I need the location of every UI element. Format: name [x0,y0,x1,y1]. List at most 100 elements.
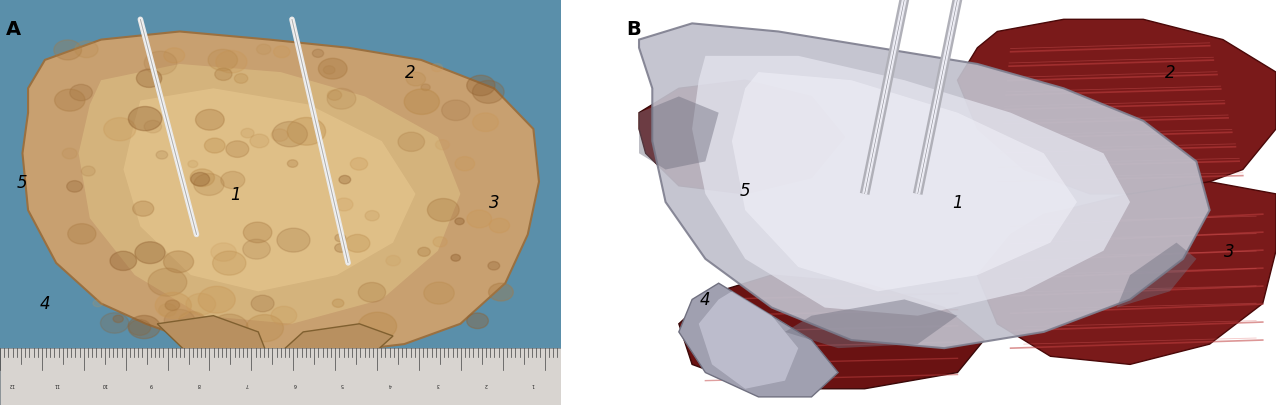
Polygon shape [639,97,718,170]
Polygon shape [639,81,845,194]
Circle shape [467,313,489,329]
Circle shape [251,296,274,312]
Circle shape [441,101,470,121]
Circle shape [467,211,491,228]
Text: 5: 5 [341,381,345,386]
Text: A: A [5,20,20,39]
Text: 4: 4 [701,291,711,309]
Circle shape [144,52,177,76]
Circle shape [351,158,367,171]
Text: 3: 3 [1224,242,1235,260]
Circle shape [406,73,425,87]
Polygon shape [124,89,416,292]
Polygon shape [785,300,957,348]
Circle shape [54,41,82,61]
Circle shape [244,223,272,243]
Circle shape [68,224,96,245]
Polygon shape [692,57,1131,316]
Circle shape [332,299,343,307]
Circle shape [489,284,513,301]
Circle shape [186,294,216,315]
Polygon shape [23,32,538,352]
Polygon shape [79,65,461,324]
Polygon shape [732,73,1077,292]
Circle shape [163,251,194,273]
Circle shape [204,139,225,153]
Circle shape [211,243,236,262]
Circle shape [319,59,347,80]
Text: 7: 7 [245,381,249,386]
Circle shape [345,235,370,253]
Circle shape [385,256,401,266]
Circle shape [421,85,430,92]
Circle shape [273,47,290,59]
Text: 5: 5 [740,181,750,199]
Circle shape [214,69,232,81]
Polygon shape [639,24,1210,348]
Circle shape [103,118,135,141]
Circle shape [195,110,225,131]
Circle shape [188,161,198,168]
Circle shape [328,91,342,101]
Circle shape [135,242,165,264]
Circle shape [271,130,288,142]
Circle shape [216,51,248,74]
Text: 4: 4 [389,381,392,386]
Circle shape [158,304,176,317]
Circle shape [208,50,237,72]
Circle shape [55,90,85,112]
Text: 1: 1 [532,381,535,386]
Circle shape [435,141,449,150]
Circle shape [241,129,254,139]
Circle shape [487,262,500,271]
Circle shape [128,315,161,339]
Circle shape [211,314,248,341]
Circle shape [287,160,297,168]
Text: 9: 9 [151,381,153,386]
Text: 5: 5 [17,173,28,191]
Text: 6: 6 [293,381,296,386]
Circle shape [156,151,167,160]
Circle shape [194,174,225,196]
Text: 4: 4 [40,295,50,313]
Circle shape [472,81,504,104]
Bar [0,348,561,405]
Circle shape [179,312,205,332]
Circle shape [271,307,297,325]
Circle shape [133,202,153,217]
Circle shape [226,141,249,158]
Polygon shape [281,324,393,364]
Circle shape [313,50,324,58]
Circle shape [235,75,248,84]
Circle shape [323,66,336,75]
Circle shape [163,49,185,64]
Circle shape [365,211,379,221]
Circle shape [156,293,191,319]
Circle shape [246,315,283,342]
Circle shape [256,45,271,55]
Circle shape [433,237,447,247]
Circle shape [148,269,186,296]
Circle shape [144,121,162,134]
Text: 11: 11 [54,381,59,386]
Text: 3: 3 [436,381,439,386]
Polygon shape [699,292,799,389]
Circle shape [221,172,245,189]
Circle shape [190,173,209,187]
Polygon shape [679,284,838,397]
Circle shape [129,320,151,335]
Circle shape [417,248,430,257]
Circle shape [334,234,346,242]
Circle shape [336,198,353,211]
Circle shape [66,181,83,193]
Circle shape [359,312,397,340]
Text: 1: 1 [952,194,963,211]
Circle shape [287,118,325,146]
Text: B: B [625,20,641,39]
Circle shape [456,157,475,171]
Circle shape [277,228,310,252]
Circle shape [334,244,347,253]
Polygon shape [679,275,984,389]
Text: 10: 10 [101,381,107,386]
Circle shape [431,64,443,72]
